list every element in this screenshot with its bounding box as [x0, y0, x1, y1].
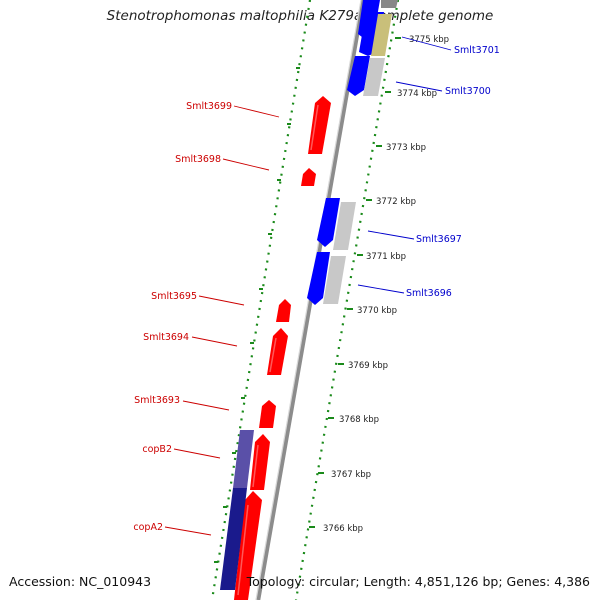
gene-arrow-forward-copb2[interactable] [250, 434, 270, 490]
gray-feature [333, 202, 356, 250]
forward-strand-features [220, 96, 331, 600]
gene-label-smlt3701[interactable]: Smlt3701 [454, 45, 500, 56]
gene-label-smlt3693[interactable]: Smlt3693 [134, 395, 180, 406]
gene-arrow-reverse[interactable] [381, 0, 398, 8]
gene-label-smlt3696[interactable]: Smlt3696 [406, 288, 452, 299]
outer-dotted-guide-left [210, 0, 312, 600]
tick-label: 3768 kbp [339, 415, 379, 425]
gene-arrow-forward-smlt3695[interactable] [276, 299, 291, 322]
gene-arrow-forward[interactable] [235, 592, 248, 600]
forward-gene-labels: Smlt3699 Smlt3698 Smlt3695 Smlt3694 Smlt… [133, 101, 232, 533]
outer-dotted-guide-right [294, 0, 400, 600]
gene-highlights [237, 104, 319, 596]
gene-label-copa2[interactable]: copA2 [133, 522, 163, 533]
tick-label: 3775 kbp [409, 35, 449, 45]
tick-label: 3774 kbp [397, 89, 437, 99]
tan-feature [371, 14, 392, 56]
tick-label: 3767 kbp [331, 470, 371, 480]
gray-feature [323, 256, 346, 304]
map-title: Stenotrophomonas maltophilia K279a, comp… [106, 8, 494, 24]
gene-label-copb2[interactable]: copB2 [142, 444, 172, 455]
reverse-leader-lines [357, 36, 452, 294]
genome-backbone-highlight [255, 0, 362, 600]
gene-label-smlt3697[interactable]: Smlt3697 [416, 234, 462, 245]
forward-leader-lines [164, 105, 280, 536]
gene-arrow-reverse-smlt3700[interactable] [347, 56, 370, 96]
gene-label-smlt3698[interactable]: Smlt3698 [175, 154, 221, 165]
topology-label: Topology: circular; Length: 4,851,126 bp… [246, 574, 590, 589]
tick-label: 3773 kbp [386, 143, 426, 153]
navy-feature [220, 488, 247, 590]
gene-label-smlt3699[interactable]: Smlt3699 [186, 101, 232, 112]
tick-label: 3771 kbp [366, 252, 406, 262]
gene-label-smlt3694[interactable]: Smlt3694 [143, 332, 189, 343]
tick-label: 3769 kbp [348, 361, 388, 371]
gene-arrow-forward-smlt3694[interactable] [267, 328, 288, 375]
tick-label: 3772 kbp [376, 197, 416, 207]
left-tick-marks [214, 67, 300, 563]
gene-arrow-forward-smlt3693[interactable] [259, 400, 276, 428]
scale-tick-labels: 3775 kbp 3774 kbp 3773 kbp 3772 kbp 3771… [323, 35, 449, 534]
gray-feature [363, 58, 385, 96]
tick-label: 3766 kbp [323, 524, 363, 534]
gene-arrow-reverse-smlt3696[interactable] [307, 252, 330, 305]
accession-label: Accession: NC_010943 [9, 574, 152, 589]
gene-arrow-reverse-smlt3697[interactable] [317, 198, 340, 247]
reverse-strand-features [307, 0, 398, 305]
gene-label-smlt3695[interactable]: Smlt3695 [151, 291, 197, 302]
gene-arrow-forward-smlt3699[interactable] [308, 96, 331, 154]
reverse-gene-labels: Smlt3701 Smlt3700 Smlt3697 Smlt3696 [406, 45, 500, 299]
gene-arrow-forward-smlt3698[interactable] [301, 168, 316, 186]
gene-label-smlt3700[interactable]: Smlt3700 [445, 86, 491, 97]
tick-label: 3770 kbp [357, 306, 397, 316]
purple-feature [233, 430, 254, 488]
gene-arrow-forward-copa2[interactable] [234, 491, 262, 600]
scale-ticks [309, 37, 401, 528]
